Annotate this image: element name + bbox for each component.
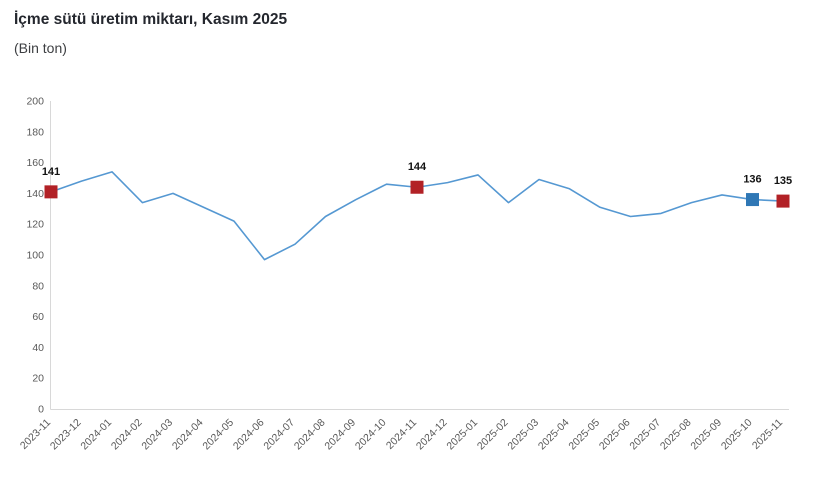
data-point-marker[interactable]: [44, 185, 58, 199]
y-axis-tick-label: 100: [26, 250, 44, 262]
y-axis-tick-label: 60: [32, 311, 44, 323]
y-axis-tick-label: 40: [32, 342, 44, 354]
x-axis-tick-label: 2024-10: [353, 417, 389, 453]
x-axis-tick-label: 2024-07: [261, 417, 297, 453]
x-axis-tick-label: 2025-08: [658, 417, 694, 453]
y-axis-tick-label: 200: [26, 96, 44, 108]
x-axis-tick-label: 2024-06: [231, 417, 267, 453]
data-point-label: 141: [42, 166, 60, 178]
x-axis-tick-label: 2024-04: [170, 417, 206, 453]
x-axis-tick-label: 2025-11: [750, 417, 785, 452]
x-axis-tick-label: 2024-05: [200, 417, 236, 453]
x-axis-tick-label: 2025-05: [566, 417, 602, 453]
x-axis-tick-label: 2024-03: [139, 417, 175, 453]
data-point-label: 135: [774, 175, 792, 187]
x-axis-tick-label: 2025-01: [444, 417, 480, 453]
x-axis-tick-label: 2024-11: [384, 417, 419, 452]
data-point-marker[interactable]: [746, 193, 759, 207]
x-axis-tick-label: 2023-11: [18, 417, 53, 452]
x-axis-tick-label: 2025-03: [505, 417, 541, 453]
x-axis-tick-label: 2025-07: [627, 417, 663, 453]
y-axis-tick-label: 0: [38, 404, 44, 416]
y-axis-tick-label: 120: [26, 219, 44, 231]
x-axis-tick-label: 2024-08: [292, 417, 328, 453]
x-axis-tick-label: 2024-02: [109, 417, 145, 453]
y-axis-tick-label: 160: [26, 157, 44, 169]
y-axis-tick-label: 140: [26, 188, 44, 200]
data-point-marker[interactable]: [410, 180, 424, 194]
x-axis-tick-label: 2025-09: [688, 417, 724, 453]
x-axis-tick-label: 2025-06: [597, 417, 633, 453]
x-axis-tick-label: 2024-12: [414, 417, 450, 453]
x-axis-tick-label: 2024-01: [78, 417, 114, 453]
x-axis-tick-label: 2025-02: [475, 417, 511, 453]
data-point-label: 136: [743, 174, 761, 186]
x-axis-tick-label: 2025-10: [719, 417, 755, 453]
y-axis-tick-label: 20: [32, 373, 44, 385]
chart-subtitle: (Bin ton): [14, 40, 67, 56]
y-axis-tick-label: 180: [26, 126, 44, 138]
chart-title: İçme sütü üretim miktarı, Kasım 2025: [14, 11, 288, 28]
x-axis-tick-label: 2024-09: [322, 417, 358, 453]
x-axis-tick-label: 2025-04: [536, 417, 572, 453]
x-axis-tick-label: 2023-12: [48, 417, 84, 453]
y-axis-tick-label: 80: [32, 280, 44, 292]
data-point-label: 144: [408, 161, 427, 173]
data-point-marker[interactable]: [776, 194, 790, 208]
